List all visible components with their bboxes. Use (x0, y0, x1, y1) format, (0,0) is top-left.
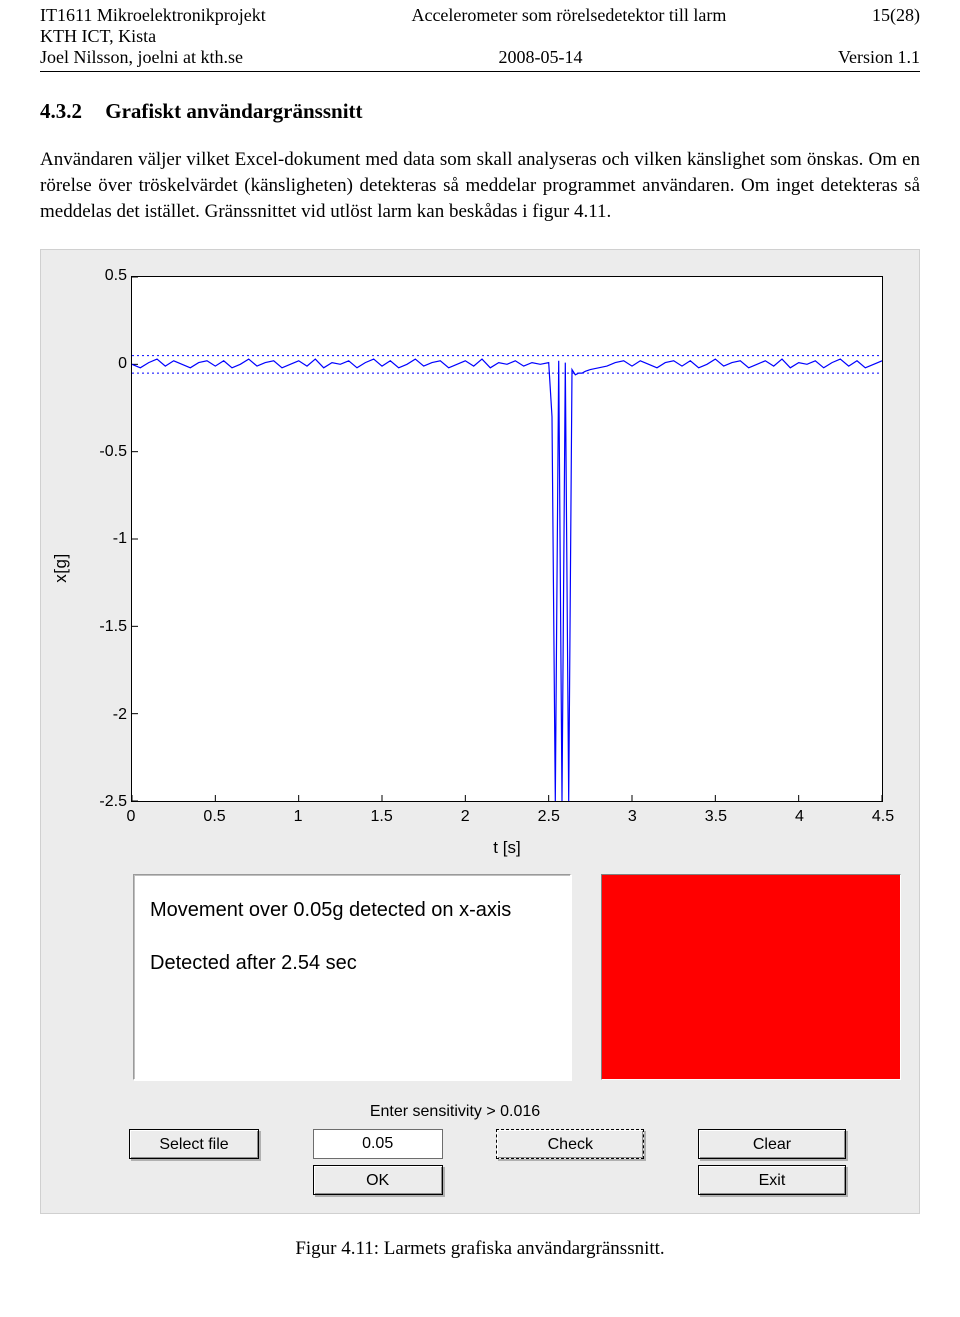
header-version: Version 1.1 (838, 47, 920, 68)
ytick-label: 0.5 (105, 267, 127, 285)
result-textbox: Movement over 0.05g detected on x-axis D… (133, 874, 571, 1080)
chart-area: x[g] t [s] -2.5-2-1.5-1-0.500.500.511.52… (59, 268, 901, 868)
ytick-label: -2.5 (99, 793, 127, 811)
xtick-label: 2 (461, 808, 470, 826)
check-button[interactable]: Check (496, 1129, 644, 1159)
header-pagenum: 15(28) (872, 5, 920, 26)
chart-ylabel: x[g] (51, 554, 71, 583)
xtick-label: 0.5 (203, 808, 225, 826)
section-title: Grafiskt användargränssnitt (105, 99, 362, 123)
gui-figure-window: x[g] t [s] -2.5 -2 -1.5 -1 -0.5 0 0.5 0 0.5 1 1.5 2… (40, 249, 920, 1214)
clear-button[interactable]: Clear (698, 1129, 846, 1159)
section-heading: 4.3.2 Grafiskt användargränssnitt (40, 97, 920, 125)
xtick-label: 2.5 (538, 808, 560, 826)
result-line1: Movement over 0.05g detected on x-axis (150, 899, 554, 922)
exit-button[interactable]: Exit (698, 1165, 846, 1195)
xtick-label: 3.5 (705, 808, 727, 826)
xtick-label: 1.5 (371, 808, 393, 826)
xtick-label: 4 (795, 808, 804, 826)
xtick-label: 0 (127, 808, 136, 826)
section-paragraph: Användaren väljer vilket Excel-dokument … (40, 147, 920, 224)
ytick-label: -1 (113, 530, 127, 548)
header-course: IT1611 Mikroelektronikprojekt (40, 5, 266, 26)
section-number: 4.3.2 (40, 99, 82, 123)
controls-panel: Enter sensitivity > 0.016 Select file 0.… (41, 1098, 919, 1213)
page-header: IT1611 Mikroelektronikprojekt Accelerome… (0, 0, 960, 71)
ytick-label: -1.5 (99, 618, 127, 636)
ok-button[interactable]: OK (313, 1165, 443, 1195)
chart-svg (132, 277, 882, 801)
xtick-label: 4.5 (872, 808, 894, 826)
header-author: Joel Nilsson, joelni at kth.se (40, 47, 243, 68)
plot-box (131, 276, 883, 802)
header-org: KTH ICT, Kista (40, 26, 156, 47)
header-title: Accelerometer som rörelsedetektor till l… (411, 5, 726, 26)
result-line2: Detected after 2.54 sec (150, 952, 554, 975)
header-date: 2008-05-14 (498, 47, 582, 68)
ytick-label: 0 (118, 355, 127, 373)
xtick-label: 3 (628, 808, 637, 826)
ytick-label: -2 (113, 706, 127, 724)
sensitivity-input[interactable]: 0.05 (313, 1129, 443, 1159)
figure-caption: Figur 4.11: Larmets grafiska användargrä… (0, 1238, 960, 1260)
alarm-indicator (601, 874, 901, 1080)
sensitivity-label: Enter sensitivity > 0.016 (9, 1103, 901, 1121)
xtick-label: 1 (294, 808, 303, 826)
ytick-label: -0.5 (99, 443, 127, 461)
select-file-button[interactable]: Select file (129, 1129, 259, 1159)
chart-xlabel: t [s] (493, 838, 520, 858)
